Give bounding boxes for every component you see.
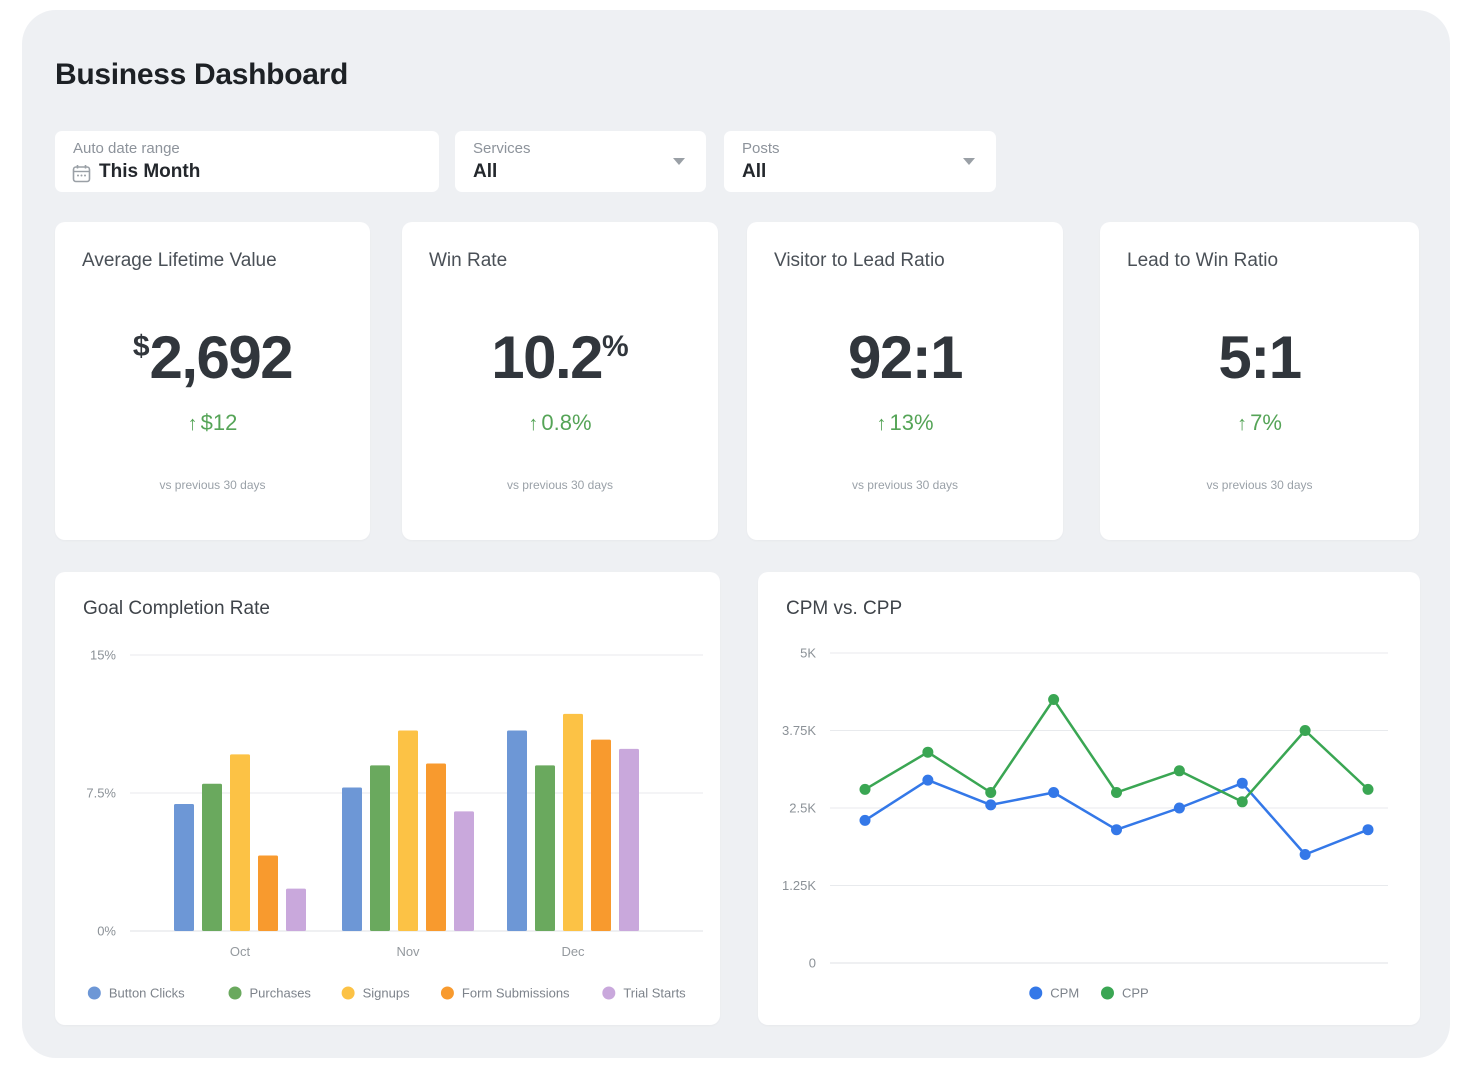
kpi-delta: ↑ 7% xyxy=(1237,410,1282,435)
svg-text:Button Clicks: Button Clicks xyxy=(109,986,185,1001)
kpi-value: 5:1 xyxy=(1218,324,1302,391)
svg-text:0: 0 xyxy=(809,956,816,971)
svg-text:15%: 15% xyxy=(90,648,116,663)
svg-text:Signups: Signups xyxy=(363,986,410,1001)
services-label: Services xyxy=(473,140,531,157)
kpi-comparison: vs previous 30 days xyxy=(506,478,614,492)
svg-text:Oct: Oct xyxy=(230,944,251,959)
kpi-card-win-rate: Win Rate 10.2% ↑ 0.8% vs previous 30 days xyxy=(402,222,718,540)
kpi-title: Average Lifetime Value xyxy=(82,250,277,271)
kpi-comparison: vs previous 30 days xyxy=(1206,478,1313,492)
kpi-value: $2,692 xyxy=(132,324,294,391)
kpi-suffix: % xyxy=(602,330,629,363)
svg-text:1.25K: 1.25K xyxy=(782,878,816,893)
date-range-filter[interactable]: Auto date range This Month xyxy=(55,131,439,192)
up-arrow-icon: ↑ xyxy=(1237,413,1248,435)
svg-text:2.5K: 2.5K xyxy=(789,801,816,816)
goal-completion-rate-card: Goal Completion Rate 0% 7.5% 15% Oct Nov Dec B… xyxy=(55,572,720,1025)
chart-title: Goal Completion Rate xyxy=(83,598,270,619)
goal-completion-rate-chart: 0% 7.5% 15% Oct Nov Dec Button Clicks Purchases… xyxy=(86,648,703,1001)
posts-value: All xyxy=(742,161,767,182)
chart-title: CPM vs. CPP xyxy=(786,598,903,619)
kpi-comparison: vs previous 30 days xyxy=(851,478,959,492)
cpm-vs-cpp-chart: 0 1.25K 2.5K 3.75K 5K CPM CPP xyxy=(782,646,1388,1001)
svg-text:Dec: Dec xyxy=(561,944,585,959)
kpi-title: Visitor to Lead Ratio xyxy=(774,250,945,271)
svg-text:CPP: CPP xyxy=(1122,986,1149,1001)
up-arrow-icon: ↑ xyxy=(876,413,887,435)
date-range-value: This Month xyxy=(99,161,201,182)
posts-label: Posts xyxy=(742,140,780,157)
kpi-delta: ↑ 0.8% xyxy=(528,410,592,435)
kpi-prefix: $ xyxy=(132,330,150,363)
svg-text:7.5%: 7.5% xyxy=(86,786,116,801)
svg-text:0%: 0% xyxy=(97,924,116,939)
kpi-value: 92:1 xyxy=(847,324,964,391)
services-value: All xyxy=(473,161,498,182)
kpi-title: Win Rate xyxy=(429,250,508,271)
svg-text:Purchases: Purchases xyxy=(250,986,312,1001)
up-arrow-icon: ↑ xyxy=(528,413,539,435)
chevron-down-icon xyxy=(963,158,975,165)
svg-text:Nov: Nov xyxy=(396,944,420,959)
svg-text:Trial Starts: Trial Starts xyxy=(623,986,686,1001)
date-range-label: Auto date range xyxy=(73,140,180,157)
svg-text:5K: 5K xyxy=(800,646,816,661)
up-arrow-icon: ↑ xyxy=(187,413,198,435)
kpi-card-lead-to-win-ratio: Lead to Win Ratio 5:1 ↑ 7% vs previous 30… xyxy=(1100,222,1419,540)
chevron-down-icon xyxy=(673,158,685,165)
kpi-value: 10.2% xyxy=(491,324,629,391)
kpi-delta: ↑ 13% xyxy=(876,410,934,435)
kpi-card-visitor-to-lead-ratio: Visitor to Lead Ratio 92:1 ↑ 13% vs previ… xyxy=(747,222,1063,540)
kpi-comparison: vs previous 30 days xyxy=(159,478,266,492)
kpi-delta: ↑ $12 xyxy=(187,410,238,435)
svg-text:3.75K: 3.75K xyxy=(782,723,816,738)
posts-filter[interactable]: Posts All xyxy=(724,131,996,192)
page-title: Business Dashboard xyxy=(55,58,349,91)
svg-text:CPM: CPM xyxy=(1050,986,1079,1001)
svg-text:Form Submissions: Form Submissions xyxy=(462,986,570,1001)
calendar-icon xyxy=(72,165,91,183)
services-filter[interactable]: Services All xyxy=(455,131,706,192)
dashboard-panel: Business Dashboard Auto date range This … xyxy=(22,10,1450,1058)
kpi-card-average-lifetime-value: Average Lifetime Value $2,692 ↑ $12 vs pr… xyxy=(55,222,370,540)
cpm-vs-cpp-card: CPM vs. CPP 0 1.25K 2.5K 3.75K 5K CPM CPP xyxy=(758,572,1420,1025)
kpi-title: Lead to Win Ratio xyxy=(1127,250,1279,271)
